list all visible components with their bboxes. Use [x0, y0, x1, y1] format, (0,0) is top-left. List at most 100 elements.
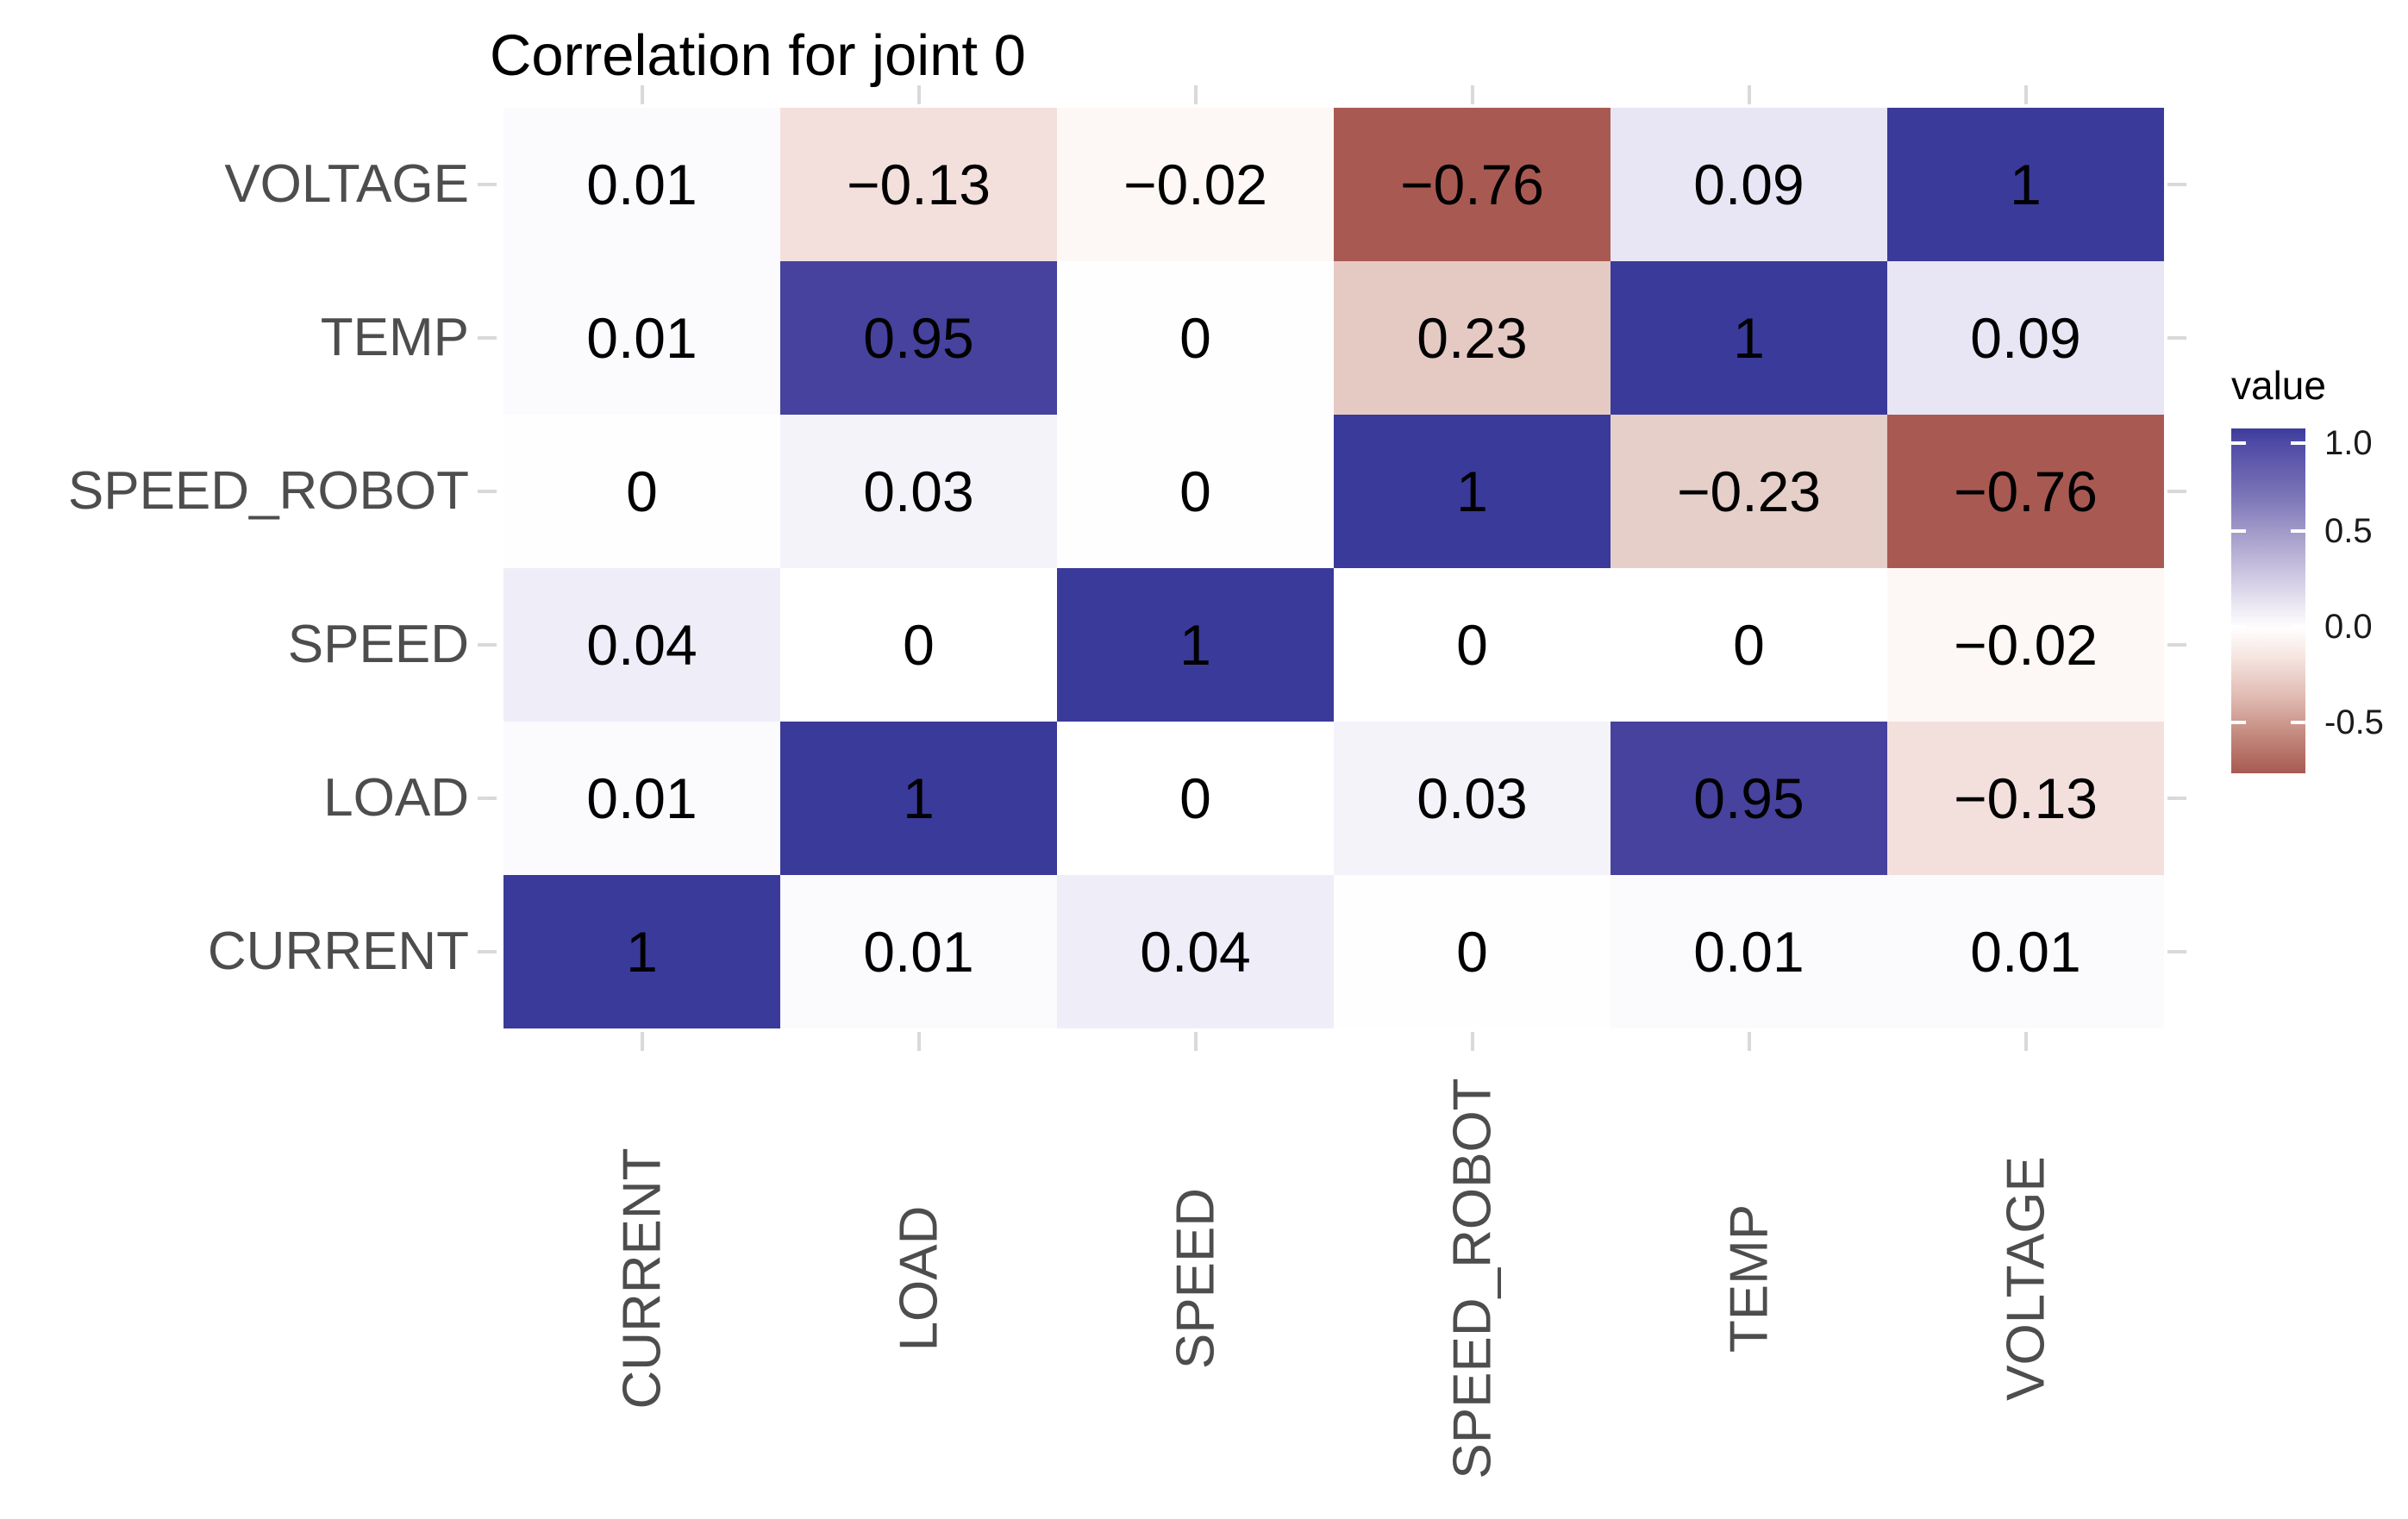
x-axis-tick-top	[1470, 85, 1474, 104]
chart-title: Correlation for joint 0	[490, 23, 1026, 88]
legend-tick-label: 1.0	[2324, 424, 2373, 463]
heatmap-cell: 0	[503, 415, 780, 568]
x-axis-tick-bottom	[1747, 1032, 1751, 1051]
x-axis-tick-top	[640, 85, 644, 104]
heatmap-cell-value: 1	[1733, 306, 1765, 370]
heatmap-cell: 0	[1334, 568, 1611, 722]
heatmap-cell-value: 0.95	[1693, 766, 1804, 830]
x-axis-label: SPEED_ROBOT	[1442, 1078, 1502, 1479]
heatmap-cell-value: 0.95	[863, 306, 974, 370]
x-axis-tick-top	[2023, 85, 2028, 104]
heatmap-cell-value: 0.01	[863, 920, 974, 984]
heatmap-cell-value: −0.13	[1954, 766, 2098, 830]
x-axis-label: SPEED	[1166, 1187, 1225, 1370]
heatmap-cell-value: 1	[903, 766, 935, 830]
heatmap-cell: 1	[1611, 261, 1887, 415]
x-axis-tick-bottom	[640, 1032, 644, 1051]
heatmap-cell: 1	[780, 722, 1057, 875]
heatmap-cell: −0.02	[1887, 568, 2164, 722]
legend-tick-label: 0.5	[2324, 512, 2373, 550]
heatmap-cell-value: 0.03	[863, 459, 974, 523]
heatmap-cell: −0.02	[1057, 108, 1334, 261]
y-axis-label: SPEED_ROBOT	[67, 461, 469, 521]
x-axis-label: TEMP	[1719, 1203, 1779, 1353]
legend-tick-mark-left	[2231, 529, 2246, 533]
heatmap-cell: 1	[1887, 108, 2164, 261]
heatmap-cell: −0.13	[780, 108, 1057, 261]
legend-tick-label: -0.5	[2324, 703, 2384, 741]
y-axis-label: CURRENT	[207, 922, 469, 981]
y-axis-label: SPEED	[287, 615, 469, 674]
heatmap-cell-value: 0	[626, 459, 658, 523]
y-axis-tick-right	[2167, 797, 2186, 800]
heatmap-cell: −0.23	[1611, 415, 1887, 568]
heatmap-cell: 0.03	[780, 415, 1057, 568]
heatmap-cell-value: 1	[2010, 153, 2042, 216]
y-axis-tick-right	[2167, 183, 2186, 186]
heatmap-cell-value: 0	[1179, 459, 1211, 523]
heatmap-cell-value: 0	[1179, 306, 1211, 370]
y-axis-tick-left	[478, 797, 497, 800]
heatmap-cell-value: −0.76	[1400, 153, 1544, 216]
heatmap-cell-value: 1	[1456, 459, 1488, 523]
heatmap-cell: 0.95	[780, 261, 1057, 415]
heatmap-cell: −0.76	[1887, 415, 2164, 568]
legend-colorbar	[2231, 428, 2305, 773]
heatmap-cell-value: 0.01	[1970, 920, 2081, 984]
heatmap-cell-value: 0.01	[586, 306, 697, 370]
heatmap-cell-value: 0	[1456, 920, 1488, 984]
heatmap-cell: 0	[780, 568, 1057, 722]
heatmap-cell-value: 0.01	[1693, 920, 1804, 984]
y-axis-tick-left	[478, 183, 497, 186]
y-axis-tick-left	[478, 490, 497, 493]
heatmap-cell-value: 0.04	[1140, 920, 1251, 984]
heatmap-cell: 0.01	[503, 261, 780, 415]
heatmap-cell: 0.01	[503, 722, 780, 875]
heatmap-cell-value: 0.03	[1417, 766, 1528, 830]
heatmap-cell-value: 0	[1179, 766, 1211, 830]
x-axis-label: LOAD	[889, 1205, 948, 1352]
heatmap-cell: 0.09	[1611, 108, 1887, 261]
x-axis-tick-bottom	[1470, 1032, 1474, 1051]
heatmap-cell: 0	[1057, 415, 1334, 568]
y-axis-tick-right	[2167, 950, 2186, 953]
heatmap-cell: 1	[1334, 415, 1611, 568]
heatmap-cell: 0.03	[1334, 722, 1611, 875]
heatmap-cell: 1	[503, 875, 780, 1028]
heatmap-cell-value: 0	[1733, 613, 1765, 677]
heatmap-cell-value: 0	[1456, 613, 1488, 677]
x-axis-tick-bottom	[1193, 1032, 1198, 1051]
y-axis-label: TEMP	[320, 308, 469, 367]
heatmap-cell: 0.01	[1887, 875, 2164, 1028]
heatmap-cell: 0.95	[1611, 722, 1887, 875]
x-axis-tick-bottom	[2023, 1032, 2028, 1051]
heatmap-cell: 0	[1057, 722, 1334, 875]
heatmap-cell-value: 0.23	[1417, 306, 1528, 370]
heatmap-cell-value: 1	[1179, 613, 1211, 677]
legend-tick-mark-left	[2231, 721, 2246, 724]
legend-tick-mark-right	[2291, 721, 2305, 724]
heatmap-cell-value: 0.01	[586, 153, 697, 216]
heatmap-cell: 0.01	[780, 875, 1057, 1028]
heatmap-cell-value: 0.09	[1970, 306, 2081, 370]
x-axis-label: VOLTAGE	[1996, 1156, 2055, 1401]
y-axis-label: LOAD	[323, 768, 469, 828]
heatmap-cell: 1	[1057, 568, 1334, 722]
y-axis-tick-right	[2167, 490, 2186, 493]
heatmap-cell-value: −0.13	[847, 153, 991, 216]
legend-tick-mark-left	[2231, 441, 2246, 446]
legend-title: value	[2231, 363, 2326, 408]
heatmap-cell: 0	[1611, 568, 1887, 722]
y-axis-tick-left	[478, 336, 497, 340]
heatmap-cell: 0.01	[503, 108, 780, 261]
legend-tick-mark-right	[2291, 625, 2305, 628]
y-axis-tick-right	[2167, 336, 2186, 340]
heatmap-cell: 0	[1334, 875, 1611, 1028]
x-axis-label: CURRENT	[612, 1147, 672, 1410]
x-axis-tick-top	[916, 85, 921, 104]
heatmap-cell-value: 0.04	[586, 613, 697, 677]
heatmap-cell-value: −0.23	[1677, 459, 1821, 523]
legend-tick-mark-right	[2291, 529, 2305, 533]
legend-tick-mark-left	[2231, 625, 2246, 628]
heatmap-cell: 0	[1057, 261, 1334, 415]
